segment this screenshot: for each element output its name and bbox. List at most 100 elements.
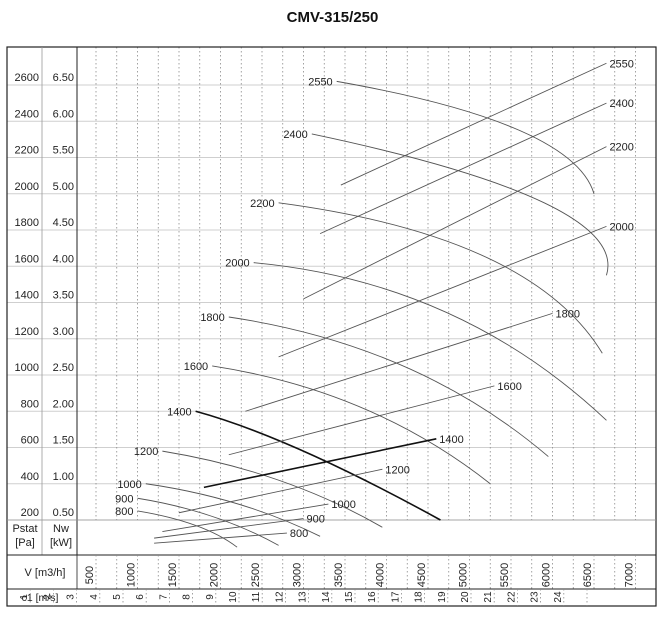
c1-tick-label: 24 (553, 591, 564, 603)
pressure-tick-label: 1400 (15, 290, 39, 302)
pressure-tick-label: 2400 (15, 108, 39, 120)
v-tick-label: 2000 (209, 563, 221, 587)
pressure-curve-2000 (253, 262, 607, 421)
power-curve-1200 (178, 468, 383, 514)
power-tick-label: 3.50 (53, 290, 74, 302)
c1-tick-label: 10 (228, 591, 239, 603)
power-tick-label: 3.00 (53, 326, 74, 338)
tick-labels: 2004006008001000120014001600180020002200… (15, 72, 636, 603)
pressure-tick-label: 200 (21, 507, 39, 519)
v-tick-label: 1500 (167, 563, 179, 587)
pressure-curve-label: 1000 (117, 479, 141, 491)
power-curve-2400 (319, 102, 607, 235)
power-tick-label: 1.50 (53, 435, 74, 447)
v-tick-label: 3500 (333, 563, 345, 587)
power-tick-label: 4.50 (53, 217, 74, 229)
pressure-curve-label: 2400 (283, 129, 307, 141)
c1-tick-label: 2 (42, 594, 53, 600)
power-curve-1800 (245, 312, 553, 412)
c1-tick-label: 8 (182, 594, 193, 600)
c1-tick-label: 15 (344, 591, 355, 603)
c1-tick-label: 5 (112, 594, 123, 600)
power-tick-label: 2.00 (53, 398, 74, 410)
power-curve-label: 2200 (609, 142, 633, 154)
pressure-curve-label: 2200 (250, 198, 274, 210)
power-curve-label: 1200 (385, 464, 409, 476)
chart-title: CMV-315/250 (286, 9, 379, 26)
v-tick-label: 6500 (582, 563, 594, 587)
power-curve-2550 (340, 62, 607, 186)
power-curve-1000 (162, 503, 329, 533)
power-curve-label: 900 (307, 514, 325, 526)
v-tick-label: 5000 (458, 563, 470, 587)
pressure-curve-label: 1600 (184, 361, 208, 373)
c1-tick-label: 12 (274, 591, 285, 603)
c1-tick-label: 7 (158, 594, 169, 600)
pressure-tick-label: 400 (21, 471, 39, 483)
pstat-axis-unit: [Pa] (15, 537, 35, 549)
power-curve-label: 1800 (556, 308, 580, 320)
v-tick-label: 6000 (541, 563, 553, 587)
pressure-curve-label: 800 (115, 506, 133, 518)
power-curve-label: 1400 (439, 434, 463, 446)
v-tick-label: 2500 (250, 563, 262, 587)
power-curve-1400 (203, 438, 437, 489)
pressure-curve-label: 900 (115, 493, 133, 505)
pressure-curve-1000 (145, 483, 321, 537)
nw-axis-label: Nw (53, 523, 69, 535)
power-curve-label: 2000 (609, 221, 633, 233)
pressure-curve-1200 (162, 450, 383, 528)
c1-tick-label: 11 (251, 591, 262, 602)
pressure-curve-2200 (278, 202, 603, 354)
pressure-curve-label: 1200 (134, 446, 158, 458)
pressure-tick-label: 600 (21, 435, 39, 447)
c1-tick-label: 20 (460, 591, 471, 603)
power-tick-label: 4.00 (53, 253, 74, 265)
nw-axis-unit: [kW] (50, 537, 72, 549)
power-tick-label: 2.50 (53, 362, 74, 374)
pressure-curve-1600 (212, 365, 491, 485)
v-tick-label: 500 (84, 566, 96, 584)
c1-tick-label: 3 (66, 594, 77, 600)
chart-frame (6, 46, 657, 607)
v-tick-label: 4500 (416, 563, 428, 587)
pressure-tick-label: 1200 (15, 326, 39, 338)
pressure-tick-label: 1800 (15, 217, 39, 229)
v-tick-label: 5500 (499, 563, 511, 587)
c1-tick-label: 16 (367, 591, 378, 603)
pressure-curve-label: 2550 (308, 76, 332, 88)
power-curve-900 (154, 518, 304, 539)
pressure-tick-label: 2600 (15, 72, 39, 84)
v-tick-label: 1000 (126, 563, 138, 587)
c1-tick-label: 17 (390, 591, 401, 603)
c1-tick-label: 22 (506, 591, 517, 603)
grid (7, 47, 656, 521)
v-tick-label: 7000 (624, 563, 636, 587)
c1-tick-label: 1 (19, 594, 30, 600)
power-curve-label: 2550 (609, 58, 633, 70)
pressure-tick-label: 1000 (15, 362, 39, 374)
c1-tick-label: 19 (437, 591, 448, 603)
power-curve-label: 1000 (331, 499, 355, 511)
pressure-tick-label: 2000 (15, 181, 39, 193)
pressure-curve-label: 1800 (200, 312, 224, 324)
power-curve-800 (154, 532, 287, 544)
c1-tick-label: 4 (89, 594, 100, 600)
pressure-curve-1400 (195, 410, 441, 521)
pressure-curve-900 (137, 497, 279, 546)
c1-tick-label: 6 (135, 594, 146, 600)
curves: 8009001000120014001600180020002200240025… (115, 58, 634, 548)
power-tick-label: 0.50 (53, 507, 74, 519)
v-axis-label: V [m3/h] (25, 567, 66, 579)
power-tick-label: 5.00 (53, 181, 74, 193)
pressure-tick-label: 800 (21, 398, 39, 410)
c1-tick-label: 23 (530, 591, 541, 603)
c1-tick-label: 13 (298, 591, 309, 603)
c1-tick-label: 18 (414, 591, 425, 603)
v-tick-label: 3000 (292, 563, 304, 587)
power-tick-label: 5.50 (53, 145, 74, 157)
pressure-curve-2400 (311, 133, 609, 276)
power-curve-2000 (278, 225, 607, 358)
c1-axis-label: c1 [m/s] (22, 592, 59, 604)
